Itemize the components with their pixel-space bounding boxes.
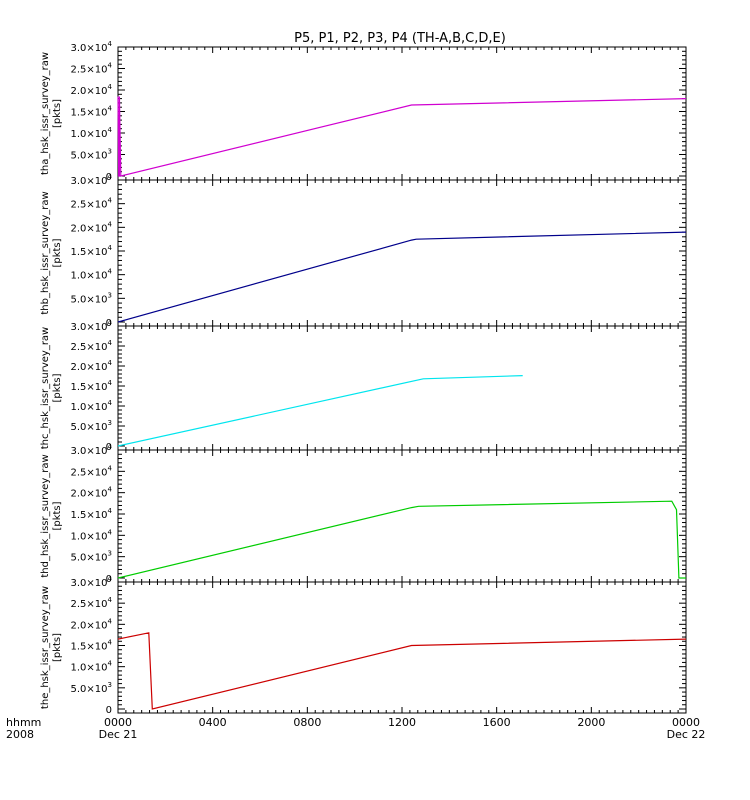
panel-4: 0 5.0×103 1.0×104 1.5×104 2.0×104 2.5×104 3.0×… — [40, 443, 687, 585]
y-axis-label: the_hsk_issr_survey_raw — [40, 586, 51, 709]
y-axis-label: thc_hsk_issr_survey_raw — [40, 327, 51, 449]
y-tick-label: 1.5×104 — [71, 244, 113, 258]
y-axis-unit: [pkts] — [52, 633, 63, 662]
y-tick-label: 1.5×104 — [71, 507, 113, 521]
time-tick-label: 2000 — [577, 716, 605, 729]
plot-frame — [117, 46, 687, 181]
y-tick-label: 0 — [106, 442, 112, 453]
y-tick-label: 5.0×103 — [71, 291, 112, 305]
y-axis-unit: [pkts] — [52, 238, 63, 267]
y-tick-label: 2.0×104 — [71, 83, 113, 97]
y-tick-label: 3.0×104 — [71, 443, 113, 457]
y-axis-unit: [pkts] — [52, 373, 63, 402]
series-line — [117, 96, 687, 177]
y-tick-label: 1.5×104 — [71, 379, 113, 393]
time-tick-label: 0800 — [293, 716, 321, 729]
y-tick-label: 3.0×104 — [71, 319, 113, 333]
series-line — [117, 231, 687, 323]
y-tick-label: 1.0×104 — [71, 126, 113, 140]
y-tick-label: 0 — [106, 172, 112, 183]
y-tick-label: 3.0×104 — [71, 575, 113, 589]
time-tick-label: 1200 — [388, 716, 416, 729]
y-axis-unit: [pkts] — [52, 501, 63, 530]
y-axis-label: thb_hsk_issr_survey_raw — [40, 191, 51, 314]
y-tick-label: 2.0×104 — [71, 617, 113, 631]
y-tick-label: 1.5×104 — [71, 105, 113, 119]
y-tick-label: 2.5×104 — [71, 62, 113, 76]
y-tick-label: 1.0×104 — [71, 660, 113, 674]
y-axis-label: thd_hsk_issr_survey_raw — [40, 454, 51, 577]
y-tick-label: 0 — [106, 318, 112, 329]
time-axis-year: 2008 — [6, 728, 34, 741]
y-tick-label: 5.0×103 — [71, 681, 112, 695]
y-tick-label: 0 — [106, 705, 112, 716]
time-tick-label: 0400 — [199, 716, 227, 729]
time-tick-label: 0000 — [104, 716, 132, 729]
chart-title: P5, P1, P2, P3, P4 (TH-A,B,C,D,E) — [294, 31, 506, 46]
y-tick-label: 5.0×103 — [71, 550, 112, 564]
time-tick-date: Dec 22 — [667, 728, 706, 741]
y-tick-label: 3.0×104 — [71, 40, 113, 54]
y-tick-label: 2.5×104 — [71, 464, 113, 478]
y-tick-label: 1.0×104 — [71, 268, 113, 282]
y-axis-unit: [pkts] — [52, 99, 63, 128]
plot-frame — [117, 179, 687, 327]
panel-1: 0 5.0×103 1.0×104 1.5×104 2.0×104 2.5×104 3.0×… — [40, 40, 687, 183]
y-tick-label: 1.0×104 — [71, 399, 113, 413]
panel-2: 0 5.0×103 1.0×104 1.5×104 2.0×104 2.5×104 3.0×… — [40, 173, 687, 329]
y-tick-label: 1.0×104 — [71, 528, 113, 542]
plot-frame — [117, 325, 687, 451]
y-tick-label: 2.0×104 — [71, 359, 113, 373]
y-tick-label: 2.0×104 — [71, 220, 113, 234]
panel-5: 0 5.0×103 1.0×104 1.5×104 2.0×104 2.5×104 3.0×… — [40, 575, 687, 716]
time-axis-label: hhmm — [6, 716, 41, 729]
time-tick-label: 0000 — [672, 716, 700, 729]
y-tick-label: 2.0×104 — [71, 486, 113, 500]
y-tick-label: 2.5×104 — [71, 339, 113, 353]
time-tick-date: Dec 21 — [99, 728, 138, 741]
series-line — [117, 500, 686, 579]
plot-frame — [117, 449, 687, 583]
panels: 0 5.0×103 1.0×104 1.5×104 2.0×104 2.5×104 3.0×… — [40, 40, 687, 716]
y-tick-label: 5.0×103 — [71, 148, 112, 162]
y-tick-label: 2.5×104 — [71, 197, 113, 211]
y-tick-label: 5.0×103 — [71, 419, 112, 433]
series-line — [117, 632, 687, 710]
y-tick-label: 0 — [106, 574, 112, 585]
y-tick-label: 2.5×104 — [71, 596, 113, 610]
time-tick-label: 1600 — [483, 716, 511, 729]
series-line — [117, 375, 523, 447]
y-axis-label: tha_hsk_issr_survey_raw — [40, 52, 51, 175]
y-tick-label: 1.5×104 — [71, 639, 113, 653]
panel-3: 0 5.0×103 1.0×104 1.5×104 2.0×104 2.5×104 3.0×… — [40, 319, 687, 453]
y-tick-label: 3.0×104 — [71, 173, 113, 187]
